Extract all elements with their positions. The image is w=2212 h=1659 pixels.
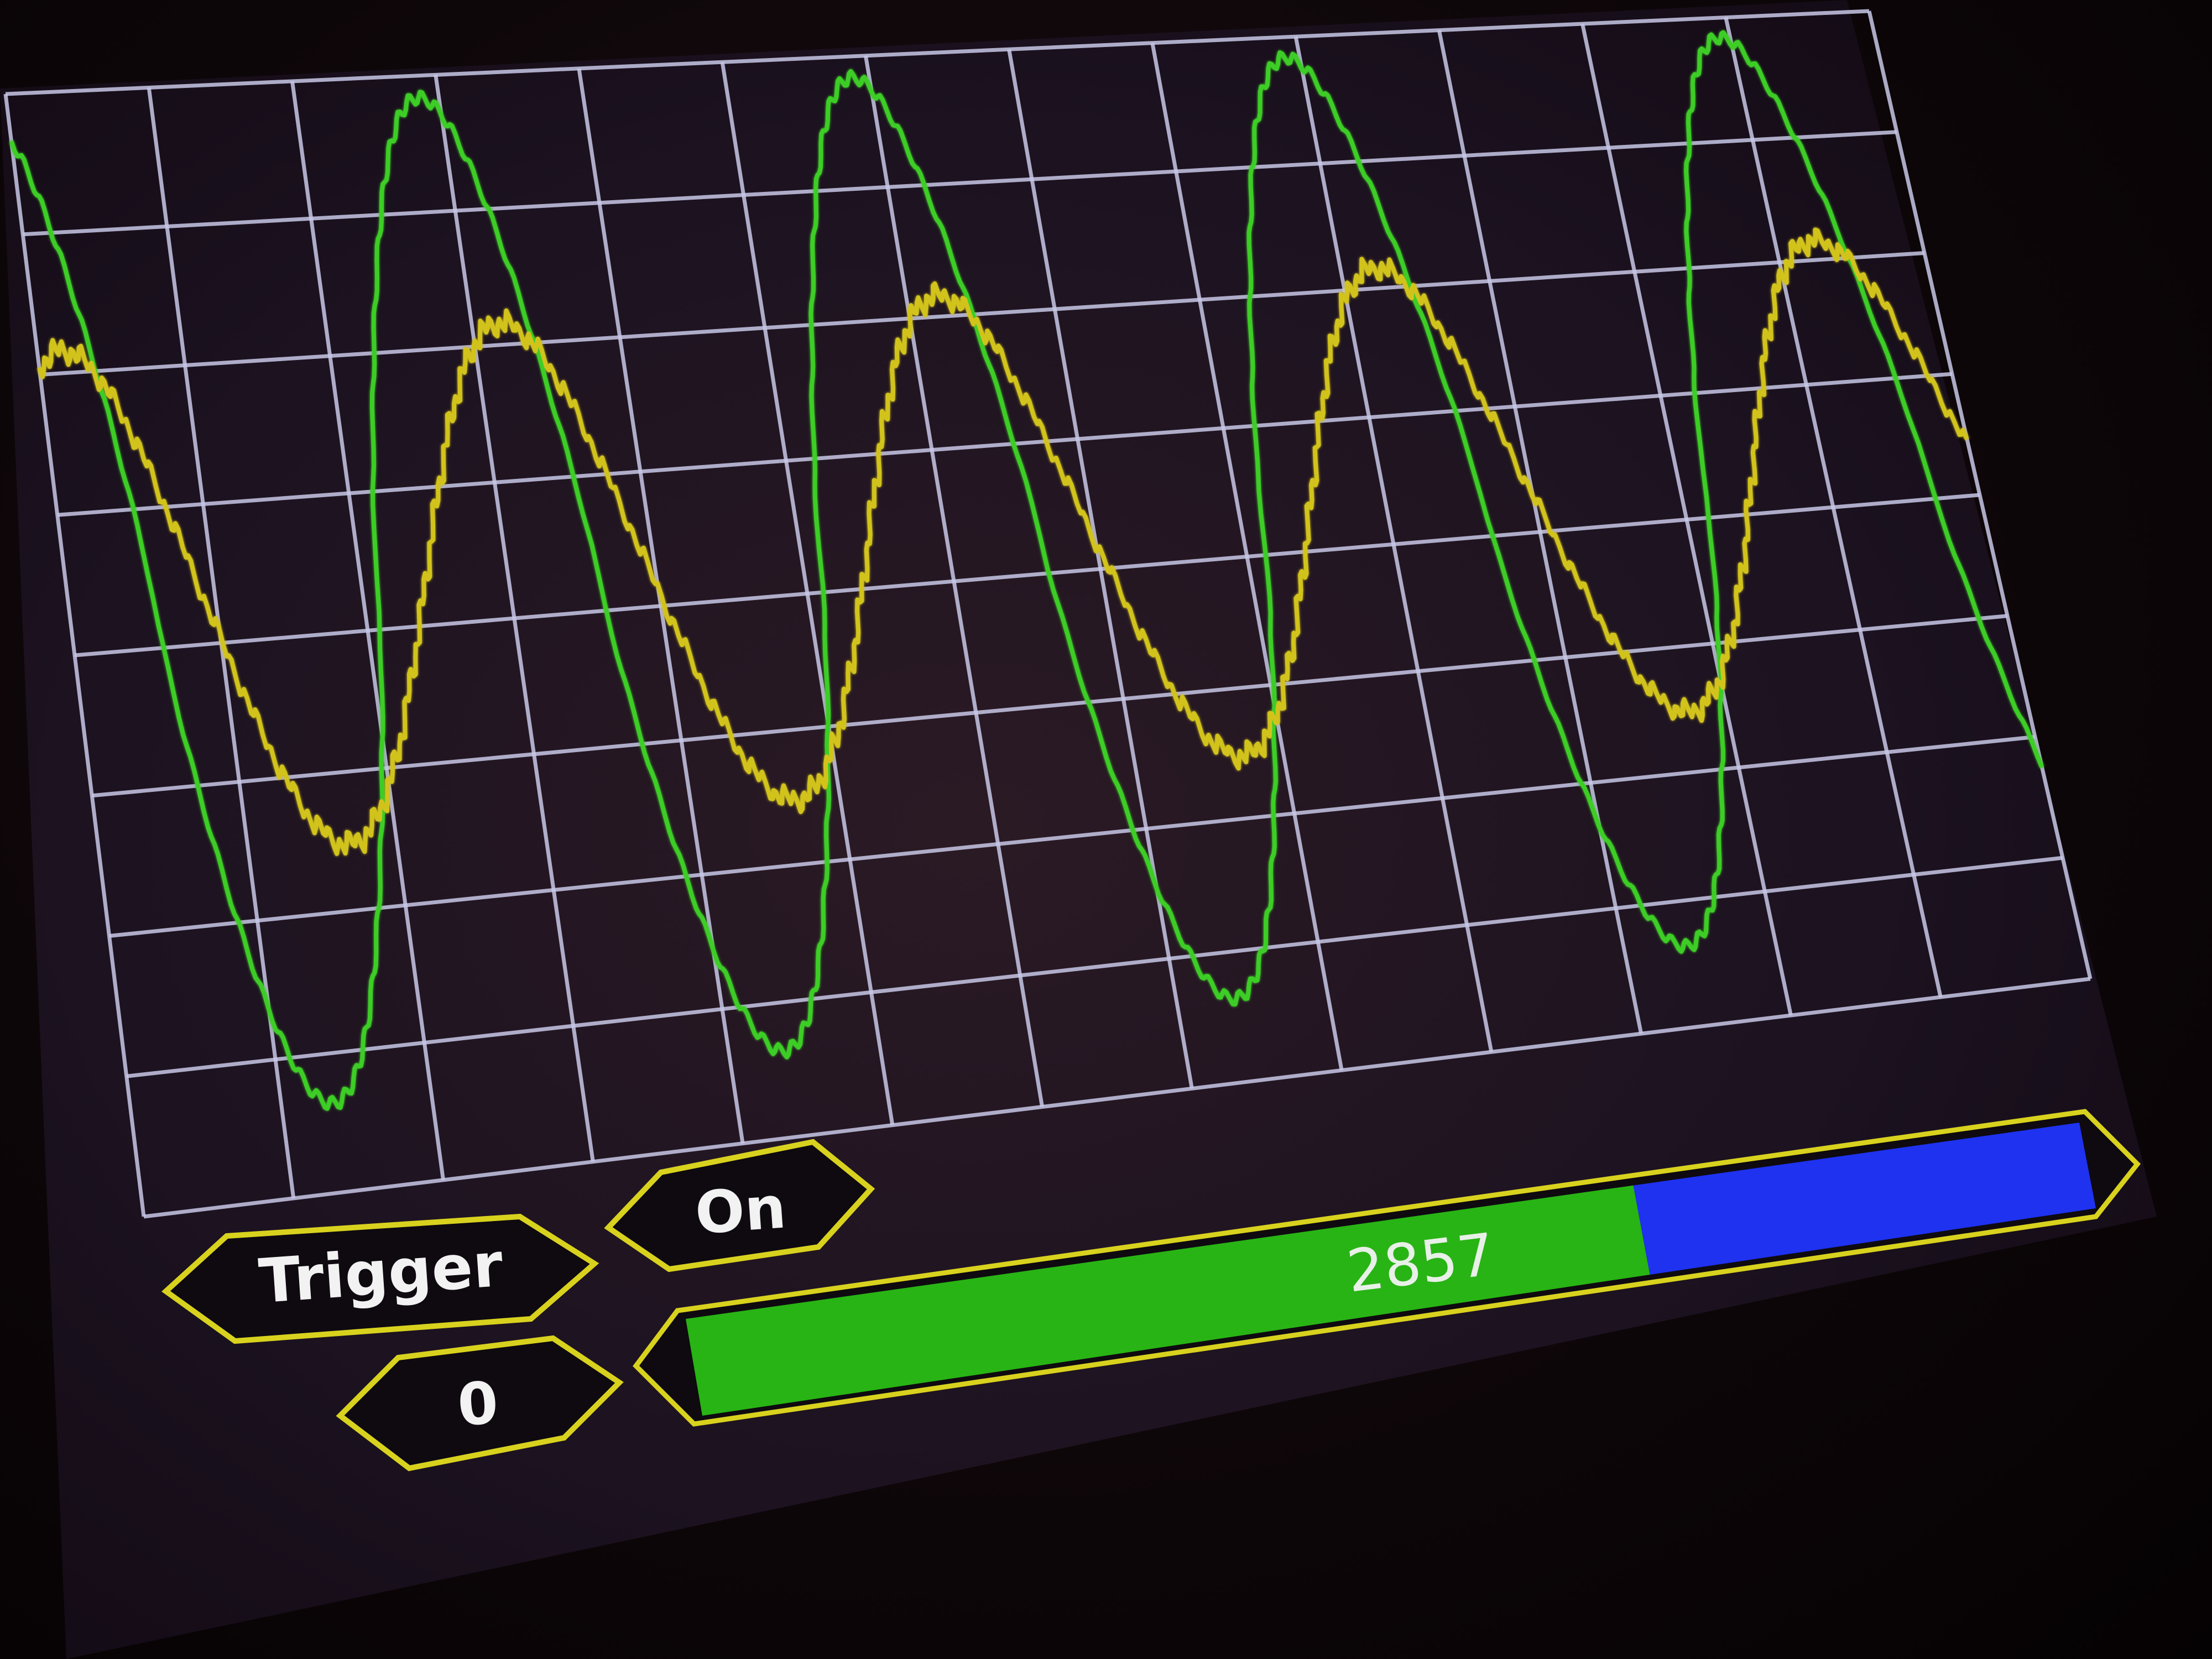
trigger-level-label: 0 <box>456 1369 500 1439</box>
grid-line-horizontal <box>91 614 2008 798</box>
grid-line-horizontal <box>23 130 1897 237</box>
waveform-channel-2 <box>37 227 1969 856</box>
grid-line-horizontal <box>143 977 2091 1219</box>
trigger-button[interactable]: Trigger <box>161 1213 599 1344</box>
level-bar-fill <box>686 1185 1650 1416</box>
waveform-traces <box>9 30 2044 1111</box>
grid-line-horizontal <box>40 251 1925 377</box>
trigger-label: Trigger <box>257 1229 505 1317</box>
waveform-channel-1 <box>9 30 2044 1111</box>
grid-line-horizontal <box>109 735 2036 938</box>
level-bar-remainder <box>1633 1123 2096 1275</box>
trigger-state-hex-outline <box>604 1139 875 1272</box>
level-bar[interactable]: 2857 <box>633 1109 2141 1427</box>
trigger-level-button[interactable]: 0 <box>336 1335 624 1472</box>
trigger-state-button[interactable]: On <box>604 1139 875 1272</box>
grid-line-horizontal <box>74 493 1980 658</box>
grid-line-horizontal <box>5 9 1870 96</box>
control-panel: Trigger On 0 2857 <box>161 1109 2141 1472</box>
trigger-state-label: On <box>693 1173 788 1247</box>
grid-line-horizontal <box>126 855 2063 1078</box>
trigger-hex-outline <box>161 1213 599 1344</box>
trigger-level-hex-outline <box>336 1335 624 1472</box>
